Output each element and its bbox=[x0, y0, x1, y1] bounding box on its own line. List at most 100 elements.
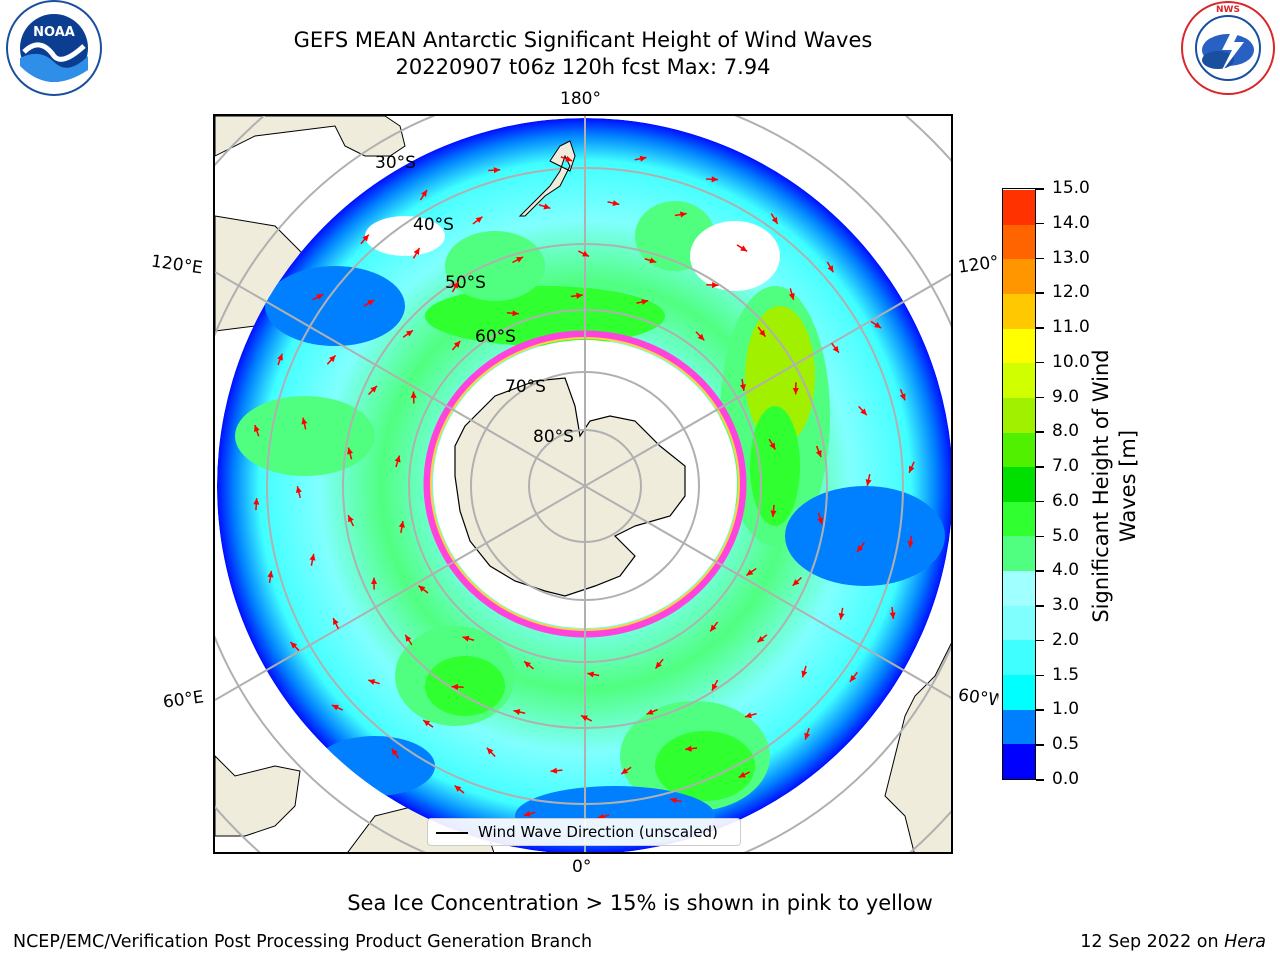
wave-arrow-head bbox=[550, 767, 558, 774]
wave-arrow-head bbox=[815, 450, 822, 458]
graticule bbox=[215, 116, 951, 852]
polar-map: 30°S 40°S 50°S 60°S 70°S 80°S bbox=[213, 114, 953, 854]
wave-arrow-head bbox=[865, 479, 872, 486]
colorbar-tick-label: 4.0 bbox=[1052, 560, 1080, 581]
colorbar-tick bbox=[1036, 222, 1044, 225]
colorbar-segment bbox=[1003, 362, 1035, 398]
wave-arrow-head bbox=[301, 417, 308, 425]
wave-arrow-head bbox=[331, 704, 339, 711]
wave-arrow-head bbox=[908, 465, 915, 473]
colorbar-tick bbox=[1036, 500, 1044, 503]
footer-date-text: 12 Sep 2022 on bbox=[1080, 932, 1225, 952]
wave-arrow-head bbox=[580, 715, 588, 722]
wave-arrow-head bbox=[406, 330, 413, 337]
wave-arrow-head bbox=[697, 333, 705, 341]
wave-arrow-head bbox=[621, 767, 629, 775]
wave-arrow-head bbox=[452, 281, 459, 289]
wave-arrow-head bbox=[348, 515, 354, 523]
new-zealand-land bbox=[518, 140, 576, 217]
wave-arrow-head bbox=[711, 683, 718, 691]
legend-line-icon bbox=[436, 832, 468, 834]
colorbar-tick-label: 13.0 bbox=[1052, 247, 1090, 268]
wave-arrow-head bbox=[655, 661, 662, 669]
wave-arrow-head bbox=[516, 256, 524, 263]
colorbar-segment bbox=[1003, 397, 1035, 433]
wave-arrow-head bbox=[493, 167, 501, 174]
wave-arrow-head bbox=[367, 299, 375, 306]
lat-label-40s: 40°S bbox=[413, 215, 454, 235]
wave-arrow-head bbox=[804, 732, 811, 740]
colorbar-segment bbox=[1003, 535, 1035, 572]
lat-label-50s: 50°S bbox=[445, 273, 486, 293]
wave-arrow-head bbox=[860, 408, 867, 416]
wave-arrow-head bbox=[277, 353, 283, 361]
wave-arrow-head bbox=[746, 569, 754, 576]
wave-arrow-head bbox=[849, 674, 857, 682]
wave-arrow-head bbox=[462, 635, 470, 642]
wave-arrow-head bbox=[771, 216, 778, 224]
colorbar-tick bbox=[1036, 396, 1044, 399]
wave-arrow-head bbox=[838, 612, 845, 620]
colorbar-tick-label: 6.0 bbox=[1052, 490, 1080, 511]
nws-logo-icon: NWS bbox=[1181, 1, 1275, 95]
colorbar-tick bbox=[1036, 257, 1044, 260]
wave-arrow-head bbox=[582, 250, 590, 257]
wave-arrow-head bbox=[711, 176, 719, 183]
colorbar-tick-label: 8.0 bbox=[1052, 421, 1080, 442]
colorbar-tick-label: 2.0 bbox=[1052, 629, 1080, 650]
lon-label-60e: 60°E bbox=[161, 687, 206, 713]
wave-arrow-head bbox=[290, 642, 298, 649]
chart-title: GEFS MEAN Antarctic Significant Height o… bbox=[293, 28, 873, 52]
footer-credit: NCEP/EMC/Verification Post Processing Pr… bbox=[13, 932, 593, 952]
lon-label-60w: 60°W bbox=[956, 685, 1000, 711]
colorbar-tick bbox=[1036, 779, 1044, 781]
wave-arrow-head bbox=[907, 541, 914, 548]
colorbar-tick bbox=[1036, 709, 1044, 711]
wave-arrow-head bbox=[899, 393, 906, 401]
wave-arrow-head bbox=[769, 442, 776, 450]
wave-arrow-head bbox=[889, 612, 896, 619]
colorbar-tick-label: 11.0 bbox=[1052, 317, 1090, 338]
colorbar-tick-label: 9.0 bbox=[1052, 386, 1080, 407]
wave-arrow-head bbox=[612, 200, 620, 207]
wave-arrow-head bbox=[423, 720, 431, 727]
lon-label-120w: 120°W bbox=[956, 252, 1000, 278]
wave-arrow-head bbox=[874, 321, 882, 328]
colorbar-title-line2: Waves [m] bbox=[1116, 429, 1140, 543]
wave-arrow-head bbox=[370, 385, 377, 393]
wave-arrow-head bbox=[565, 155, 573, 162]
wave-arrow-head bbox=[394, 455, 401, 463]
colorbar-segment bbox=[1003, 674, 1035, 710]
lat-label-80s: 80°S bbox=[533, 427, 574, 447]
wave-arrow-head bbox=[685, 745, 692, 752]
wave-arrow-head bbox=[316, 294, 324, 300]
wave-arrow-head bbox=[792, 579, 800, 586]
wave-arrow-head bbox=[475, 216, 483, 223]
wave-arrow-head bbox=[649, 257, 657, 264]
colorbar-segment bbox=[1003, 570, 1035, 606]
colorbar-tick bbox=[1036, 361, 1044, 364]
colorbar bbox=[1002, 188, 1036, 780]
wave-arrow-head bbox=[368, 679, 376, 685]
colorbar-tick-label: 12.0 bbox=[1052, 282, 1090, 303]
wave-arrow-head bbox=[370, 577, 378, 584]
noaa-logo-icon: NOAA bbox=[6, 0, 102, 96]
wave-arrow-head bbox=[309, 553, 316, 561]
colorbar-tick bbox=[1036, 570, 1044, 572]
lat-label-30s: 30°S bbox=[375, 153, 416, 173]
colorbar-tick-label: 1.5 bbox=[1052, 664, 1080, 685]
wave-arrow-head bbox=[817, 517, 824, 525]
wave-arrow-head bbox=[857, 545, 864, 553]
wave-arrow-head bbox=[451, 683, 459, 690]
colorbar-tick bbox=[1036, 188, 1044, 190]
wave-arrow-head bbox=[641, 298, 649, 305]
colorbar-segment bbox=[1003, 466, 1035, 502]
wave-arrow-head bbox=[757, 635, 765, 643]
wave-arrow-head bbox=[391, 748, 398, 756]
wave-arrow-head bbox=[669, 797, 677, 804]
wave-arrow-head bbox=[639, 155, 647, 162]
colorbar-segment bbox=[1003, 189, 1035, 225]
colorbar-segment bbox=[1003, 743, 1035, 779]
lon-label-180: 180° bbox=[560, 89, 601, 109]
wave-arrow-head bbox=[453, 340, 461, 348]
